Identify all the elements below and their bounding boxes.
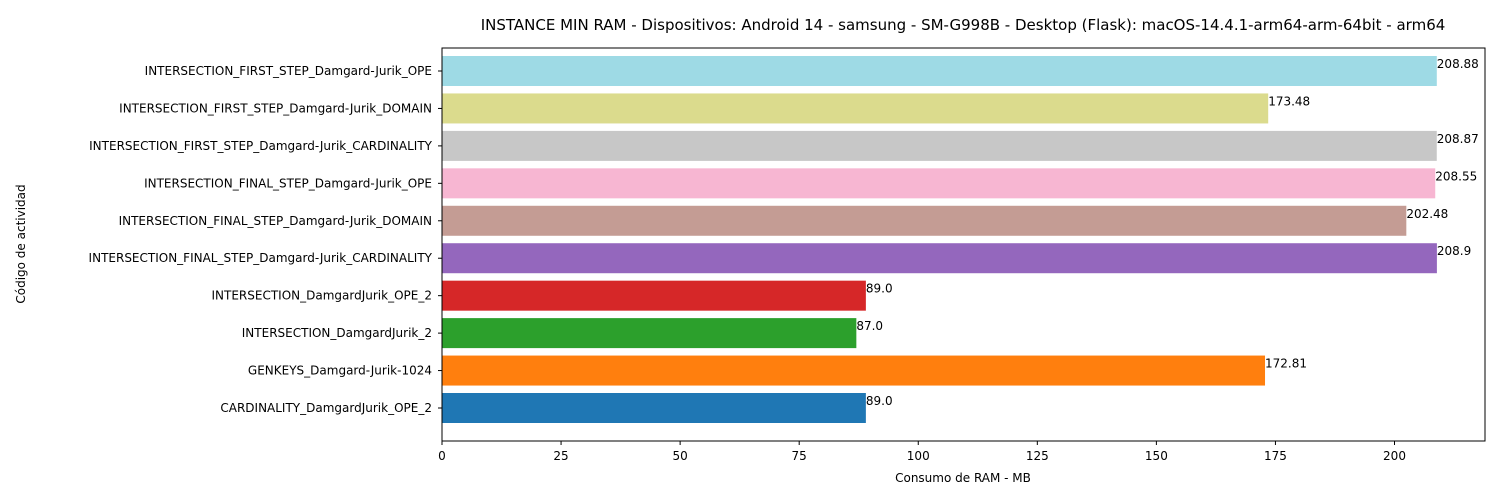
x-axis-ticks: 0 25 50 75 100 125 150 175 200: [438, 441, 1406, 463]
plot-frame: [441, 47, 1486, 442]
bar: [442, 280, 866, 311]
y-tick-label: INTERSECTION_FINAL_STEP_Damgard-Jurik_OP…: [144, 176, 432, 190]
bar: [442, 243, 1437, 274]
bar-value-label: 173.48: [1268, 94, 1310, 108]
bar-value-label: 89.0: [866, 282, 893, 296]
bar-value-label: 208.87: [1437, 132, 1479, 146]
bar: [442, 130, 1437, 161]
bar: [442, 168, 1436, 199]
y-tick-label: INTERSECTION_FIRST_STEP_Damgard-Jurik_OP…: [145, 64, 432, 78]
x-tick-label: 150: [1145, 449, 1168, 463]
y-tick-label: INTERSECTION_FINAL_STEP_Damgard-Jurik_CA…: [89, 251, 433, 265]
y-tick-label: INTERSECTION_FIRST_STEP_Damgard-Jurik_DO…: [119, 101, 432, 115]
y-axis-ticks: CARDINALITY_DamgardJurik_OPE_2 GENKEYS_Da…: [89, 64, 442, 415]
x-axis-label: Consumo de RAM - MB: [895, 471, 1031, 485]
data-labels-group: 89.0 172.81 87.0 89.0 208.9 202.48 208.55 208.8…: [856, 57, 1478, 408]
bar: [442, 393, 866, 423]
chart-title: INSTANCE MIN RAM - Dispositivos: Android…: [481, 16, 1446, 34]
bars-group: [442, 56, 1437, 423]
x-tick-label: 0: [438, 449, 446, 463]
bar-value-label: 87.0: [856, 319, 883, 333]
y-tick-label: INTERSECTION_FIRST_STEP_Damgard-Jurik_CA…: [89, 139, 433, 153]
bar: [442, 56, 1437, 86]
bar: [442, 318, 857, 349]
y-tick-label: GENKEYS_Damgard-Jurik-1024: [248, 364, 432, 378]
x-tick-label: 100: [907, 449, 930, 463]
bar-value-label: 202.48: [1406, 207, 1448, 221]
y-tick-label: INTERSECTION_DamgardJurik_2: [242, 326, 432, 340]
bar-value-label: 172.81: [1265, 357, 1307, 371]
x-tick-label: 75: [792, 449, 807, 463]
x-tick-label: 200: [1383, 449, 1406, 463]
bar: [442, 205, 1407, 236]
bar: [442, 355, 1266, 386]
bar: [442, 93, 1269, 124]
x-tick-label: 175: [1264, 449, 1287, 463]
bar-value-label: 208.88: [1437, 57, 1479, 71]
y-tick-label: INTERSECTION_DamgardJurik_OPE_2: [212, 289, 433, 303]
x-tick-label: 125: [1026, 449, 1049, 463]
bar-value-label: 89.0: [866, 394, 893, 408]
y-tick-label: CARDINALITY_DamgardJurik_OPE_2: [220, 401, 432, 415]
y-tick-label: INTERSECTION_FINAL_STEP_Damgard-Jurik_DO…: [119, 214, 432, 228]
x-tick-label: 50: [672, 449, 687, 463]
y-axis-label: Código de actividad: [14, 184, 28, 303]
bar-value-label: 208.9: [1437, 244, 1471, 258]
x-tick-label: 25: [553, 449, 568, 463]
bar-value-label: 208.55: [1435, 169, 1477, 183]
